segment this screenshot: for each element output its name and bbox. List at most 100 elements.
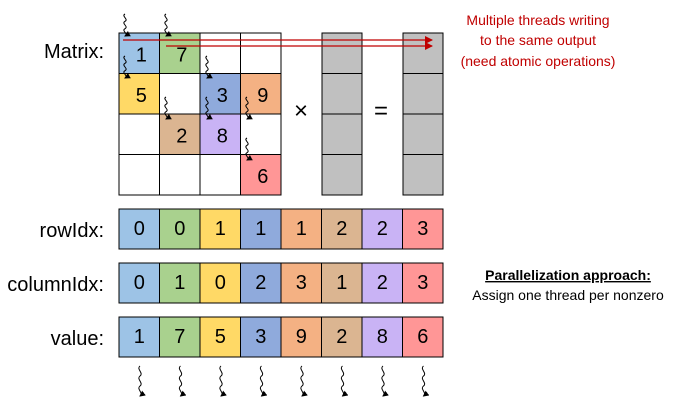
matrix-threads — [123, 13, 253, 161]
atomic-write-arrows — [123, 36, 433, 50]
value-cell — [361, 316, 403, 358]
thread-arrow — [259, 365, 268, 397]
thread-arrow — [138, 365, 146, 397]
matrix-empty-cell — [159, 154, 201, 196]
rowidx-array: 0 0 1 1 1 2 2 3 — [118, 208, 444, 250]
thread-arrow — [123, 13, 131, 37]
multiply-operator: × — [294, 98, 308, 125]
vector-cell — [402, 73, 444, 115]
rowidx-cell — [321, 208, 363, 250]
columnidx-value: 0 — [134, 272, 145, 294]
thread-arrow — [205, 55, 213, 79]
columnidx-cell — [280, 262, 322, 304]
value-value: 6 — [417, 326, 428, 348]
matrix-empty-cell — [118, 154, 160, 196]
value-cell — [321, 316, 363, 358]
rowidx-cell — [280, 208, 322, 250]
value-value: 7 — [174, 326, 185, 348]
columnidx-cell — [240, 262, 282, 304]
matrix-value: 7 — [176, 44, 187, 66]
value-value: 1 — [134, 326, 145, 348]
vector-cell — [402, 113, 444, 155]
value-value: 8 — [377, 326, 388, 348]
columnidx-cell — [402, 262, 444, 304]
matrix-value: 6 — [257, 166, 268, 188]
matrix-nonzero-cell — [240, 73, 282, 115]
rowidx-cell — [118, 208, 160, 250]
thread-arrow — [381, 365, 389, 397]
thread-arrow — [245, 137, 253, 161]
rowidx-cell — [361, 208, 403, 250]
atomic-note-line1: Multiple threads writing — [466, 12, 609, 28]
matrix-value: 8 — [217, 125, 228, 147]
matrix-value: 9 — [257, 85, 268, 107]
output-vector — [402, 32, 444, 196]
thread-arrow — [178, 365, 187, 397]
rowidx-value: 2 — [377, 218, 388, 240]
value-cell — [280, 316, 322, 358]
thread-arrow — [205, 96, 213, 120]
matrix-value: 3 — [217, 85, 228, 107]
input-vector — [321, 32, 363, 196]
value-value: 2 — [336, 326, 347, 348]
thread-arrow — [340, 365, 349, 397]
parallelization-title: Parallelization approach: — [485, 267, 651, 283]
value-value: 3 — [255, 326, 266, 348]
rowidx-value: 3 — [417, 218, 428, 240]
matrix-empty-cell — [118, 113, 160, 155]
thread-arrow — [421, 365, 430, 397]
thread-arrow — [300, 365, 308, 397]
rowidx-value: 1 — [255, 218, 266, 240]
value-cell — [402, 316, 444, 358]
thread-arrow — [245, 96, 253, 120]
value-label: value: — [51, 328, 104, 350]
columnidx-value: 2 — [255, 272, 266, 294]
vector-cell — [402, 154, 444, 196]
thread-arrow — [123, 55, 131, 79]
matrix-label: Matrix: — [44, 41, 104, 63]
vector-cell — [321, 32, 363, 74]
columnidx-value: 0 — [215, 272, 226, 294]
vector-cell — [321, 73, 363, 115]
matrix-value: 2 — [176, 125, 187, 147]
matrix-nonzero-cell — [240, 154, 282, 196]
rowidx-cell — [402, 208, 444, 250]
matrix-value: 1 — [136, 44, 147, 66]
columnidx-cell — [159, 262, 201, 304]
rowidx-cell — [240, 208, 282, 250]
thread-arrow — [219, 365, 227, 397]
value-value: 5 — [215, 326, 226, 348]
atomic-note-line3: (need atomic operations) — [461, 53, 616, 69]
rowidx-cell — [159, 208, 201, 250]
columnidx-value: 1 — [174, 272, 185, 294]
thread-arrow — [164, 96, 172, 120]
columnidx-value: 1 — [336, 272, 347, 294]
columnidx-cell — [321, 262, 363, 304]
parallelization-body: Assign one thread per nonzero — [472, 287, 664, 303]
columnidx-value: 3 — [417, 272, 428, 294]
columnidx-value: 2 — [377, 272, 388, 294]
sparse-matrix: 1 7 5 3 9 2 8 6 — [118, 32, 282, 196]
value-cell — [240, 316, 282, 358]
rowidx-value: 1 — [215, 218, 226, 240]
rowidx-value: 1 — [296, 218, 307, 240]
matrix-nonzero-cell — [199, 113, 241, 155]
equals-operator: = — [374, 98, 388, 125]
matrix-empty-cell — [240, 32, 282, 74]
value-value: 9 — [296, 326, 307, 348]
thread-arrow — [164, 13, 172, 37]
columnidx-value: 3 — [296, 272, 307, 294]
vector-cell — [321, 154, 363, 196]
rowidx-value: 0 — [174, 218, 185, 240]
rowidx-label: rowIdx: — [40, 220, 104, 242]
rowidx-value: 0 — [134, 218, 145, 240]
value-threads — [138, 365, 430, 397]
matrix-empty-cell — [199, 154, 241, 196]
columnidx-label: columnIdx: — [7, 274, 104, 296]
value-cell — [118, 316, 160, 358]
vector-cell — [402, 32, 444, 74]
value-array: 1 7 5 3 9 2 8 6 — [118, 316, 444, 358]
matrix-empty-cell — [199, 32, 241, 74]
vector-cell — [321, 113, 363, 155]
atomic-note-line2: to the same output — [480, 32, 596, 48]
